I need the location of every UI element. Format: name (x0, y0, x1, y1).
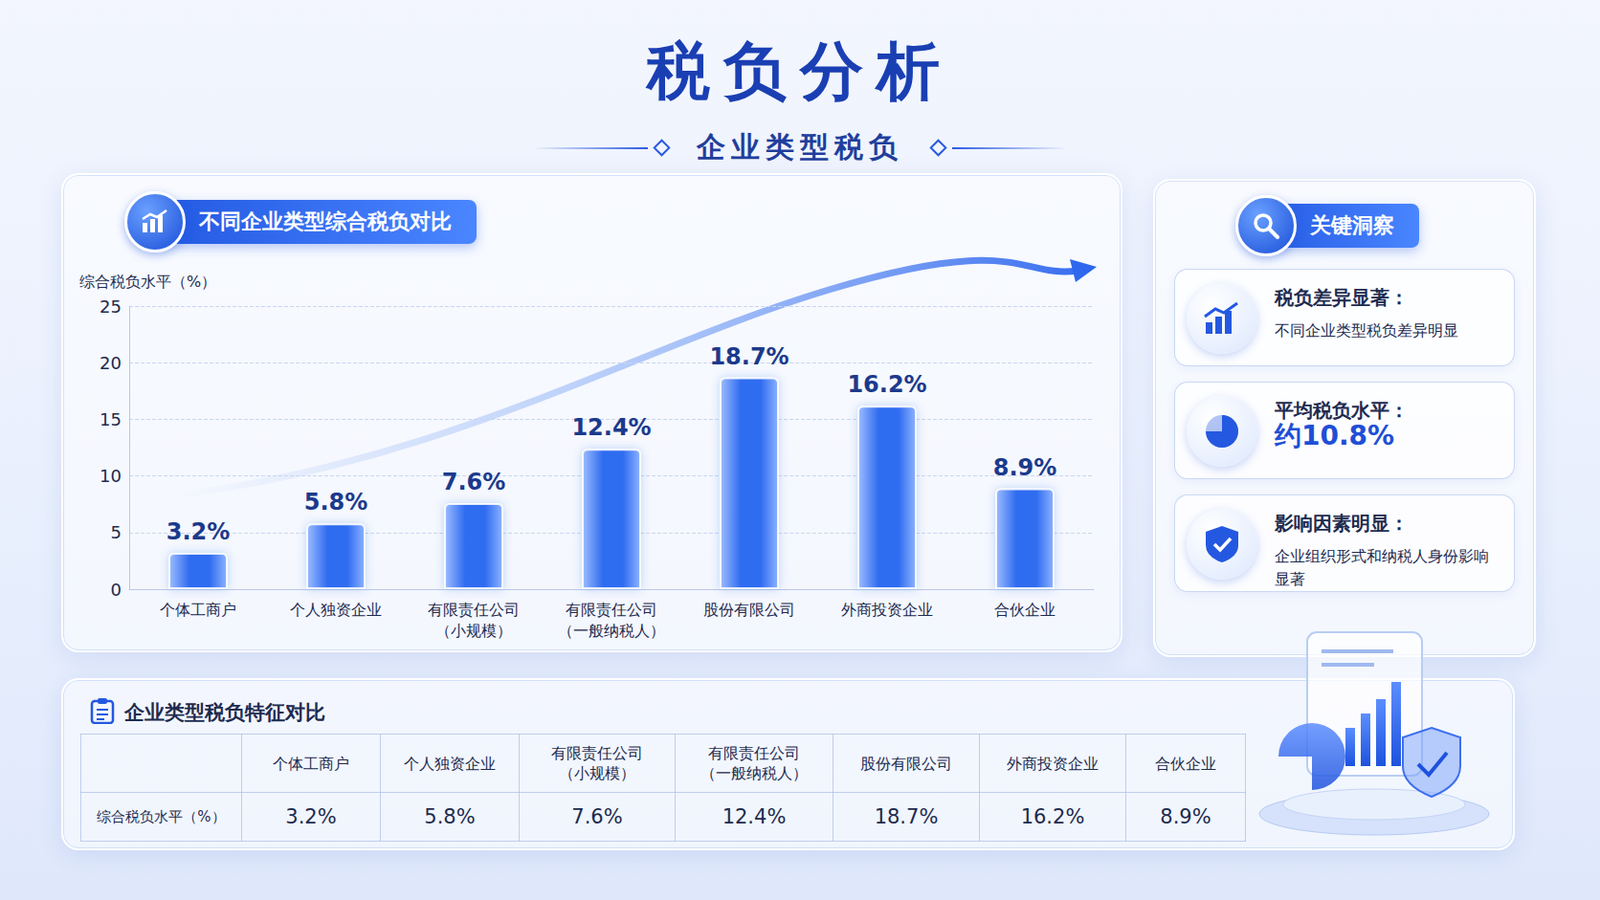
html-text:企业组织形式和纳税人身份影响显著: 企业组织形式和纳税人身份影响显著 (1274, 547, 1489, 589)
html-text:合伙企业: 合伙企业 (1155, 754, 1217, 773)
svg-text:有限责任公司: 有限责任公司 (565, 600, 658, 620)
svg-text:7.6%: 7.6% (442, 468, 507, 496)
svg-text:20: 20 (99, 353, 122, 374)
html-text:不同企业类型税负差异明显: 不同企业类型税负差异明显 (1274, 321, 1459, 340)
svg-text:5: 5 (111, 522, 122, 543)
svg-text:个人独资企业: 个人独资企业 (289, 600, 382, 620)
svg-text:0: 0 (111, 579, 122, 600)
html-text:关键洞察: 关键洞察 (1310, 213, 1395, 238)
svg-text:（一般纳税人）: （一般纳税人） (557, 622, 666, 641)
svg-text:合伙企业: 合伙企业 (994, 600, 1056, 620)
html-text:7.6%: 7.6% (571, 805, 623, 829)
svg-text:10: 10 (99, 466, 122, 487)
svg-text:18.7%: 18.7% (709, 343, 789, 371)
svg-text:8.9%: 8.9% (993, 454, 1058, 482)
svg-text:综合税负水平（%）: 综合税负水平（%） (79, 272, 217, 291)
svg-text:25: 25 (99, 296, 122, 317)
html-text:企业类型税负特征对比: 企业类型税负特征对比 (124, 701, 326, 725)
html-text:有限责任公司: 有限责任公司 (708, 744, 800, 763)
svg-text:外商投资企业: 外商投资企业 (841, 600, 934, 620)
svg-text:12.4%: 12.4% (571, 414, 651, 442)
html-text:12.4%: 12.4% (722, 805, 787, 829)
html-text:（小规模）: （小规模） (558, 764, 636, 783)
html-text:企业类型税负: 企业类型税负 (696, 130, 904, 164)
html-text:16.2%: 16.2% (1020, 805, 1085, 829)
html-text:5.8%: 5.8% (424, 805, 476, 829)
html-text:税负差异显著：: 税负差异显著： (1274, 286, 1409, 310)
svg-text:股份有限公司: 股份有限公司 (703, 600, 796, 620)
svg-text:3.2%: 3.2% (166, 518, 231, 546)
html-text:综合税负水平（%）: 综合税负水平（%） (97, 808, 226, 826)
svg-text:个体工商户: 个体工商户 (159, 600, 237, 620)
html-text:影响因素明显：: 影响因素明显： (1274, 511, 1409, 535)
svg-text:16.2%: 16.2% (846, 371, 927, 399)
svg-text:15: 15 (99, 409, 122, 430)
svg-text:5.8%: 5.8% (304, 488, 369, 516)
html-text:18.7%: 18.7% (874, 805, 939, 829)
html-text:外商投资企业: 外商投资企业 (1006, 754, 1099, 773)
html-text:股份有限公司: 股份有限公司 (860, 754, 953, 773)
svg-text:（小规模）: （小规模） (435, 622, 512, 641)
html-text:有限责任公司: 有限责任公司 (551, 744, 644, 763)
html-text:平均税负水平：: 平均税负水平： (1274, 399, 1409, 423)
html-text:（一般纳税人）: （一般纳税人） (700, 764, 808, 783)
html-text:8.9%: 8.9% (1160, 805, 1212, 829)
html-text:个体工商户: 个体工商户 (272, 754, 350, 773)
html-text:约10.8%: 约10.8% (1274, 420, 1395, 452)
html-text:3.2%: 3.2% (285, 805, 337, 829)
svg-text:有限责任公司: 有限责任公司 (427, 600, 520, 620)
html-text:个人独资企业: 个人独资企业 (403, 754, 496, 773)
html-text:税负分析: 税负分析 (646, 34, 954, 109)
html-text:不同企业类型综合税负对比: 不同企业类型综合税负对比 (199, 209, 452, 234)
